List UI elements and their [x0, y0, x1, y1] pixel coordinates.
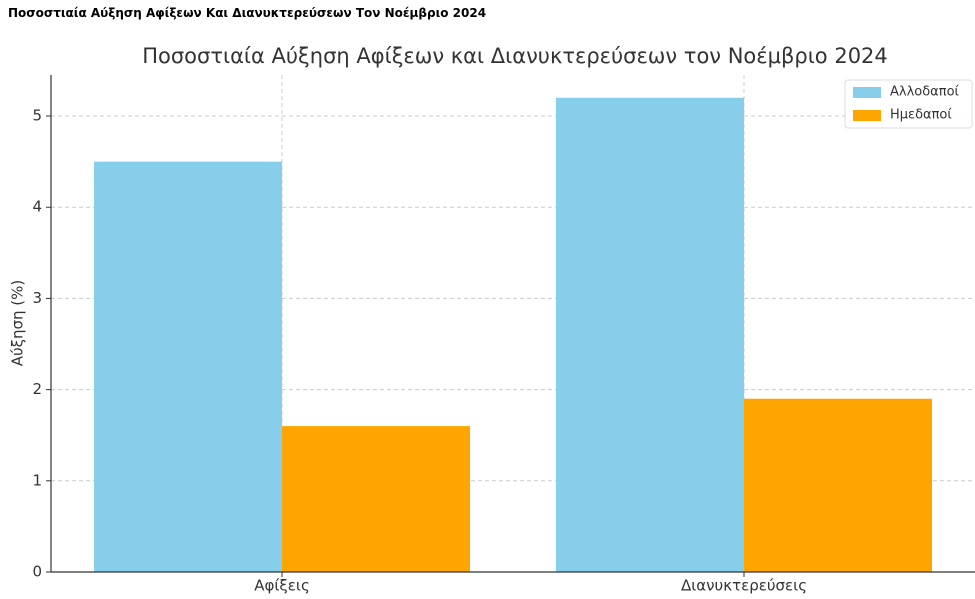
y-tick-label: 2 [32, 380, 42, 398]
y-tick-label: 3 [32, 289, 42, 307]
y-tick-label: 0 [32, 563, 42, 581]
y-tick-label: 1 [32, 471, 42, 489]
page-title: Ποσοστιαία Αύξηση Αφίξεων Και Διανυκτερε… [8, 6, 487, 20]
y-tick-label: 5 [32, 107, 42, 125]
x-tick-label: Αφίξεις [254, 577, 310, 595]
legend-label: Ημεδαποί [890, 108, 952, 123]
x-tick-label: Διανυκτερεύσεις [681, 577, 807, 595]
y-axis-label: Αύξηση (%) [9, 280, 27, 367]
legend-swatch [853, 110, 881, 121]
bar [556, 97, 744, 573]
bar [744, 398, 932, 572]
legend-label: Αλλοδαποί [890, 85, 960, 100]
chart-title: Ποσοστιαία Αύξηση Αφίξεων και Διανυκτερε… [142, 44, 888, 68]
y-tick-label: 4 [32, 198, 42, 216]
legend-swatch [853, 87, 881, 98]
bar [94, 161, 282, 572]
bar [282, 426, 470, 572]
